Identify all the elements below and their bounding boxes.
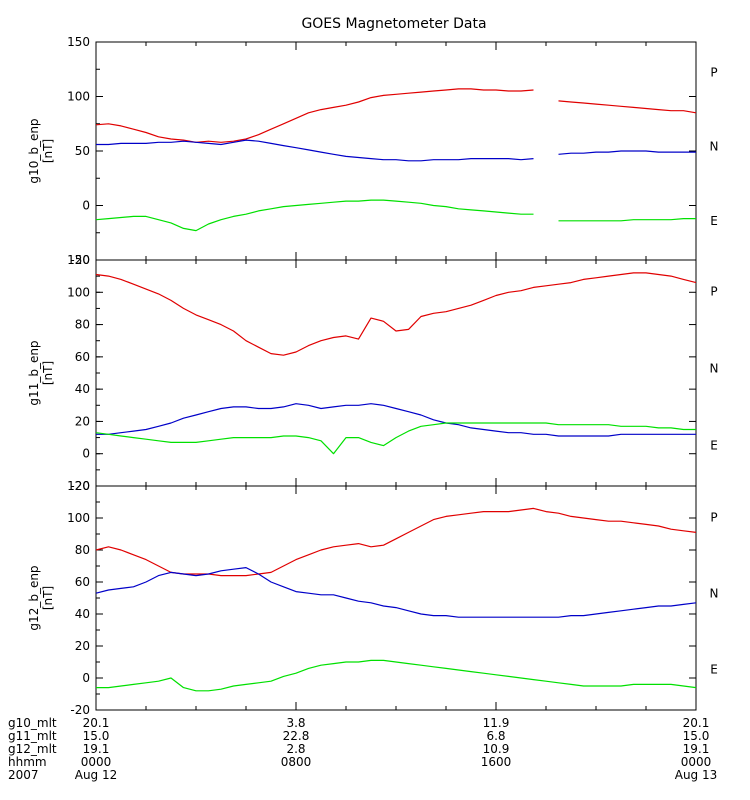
y-tick-label: 100 bbox=[67, 90, 90, 104]
y-tick-label: 0 bbox=[82, 671, 90, 685]
y-axis-unit: [nT] bbox=[41, 361, 55, 385]
legend-label-N: N bbox=[710, 140, 719, 154]
x-tick-label: 11.9 bbox=[483, 716, 510, 730]
panel-2: -20 0 20 40 60 80 100 120 g11_b_enp [nT] P N E bbox=[27, 253, 718, 493]
x-tick-label: 2.8 bbox=[286, 742, 305, 756]
y-tick-label: 100 bbox=[67, 285, 90, 299]
x-tick-label: 19.1 bbox=[83, 742, 110, 756]
y-axis-unit: [nT] bbox=[41, 586, 55, 610]
x-tick-label: 20.1 bbox=[683, 716, 710, 730]
panel-3: -20 0 20 40 60 80 100 120 g12_b_enp [nT] P N E bbox=[27, 479, 718, 717]
annotation-row-label: g12_mlt bbox=[8, 742, 57, 756]
series-line-N bbox=[96, 139, 696, 162]
y-tick-label: 150 bbox=[67, 35, 90, 49]
x-tick-label: Aug 12 bbox=[75, 768, 118, 782]
series-line-E bbox=[96, 659, 697, 692]
y-tick-label: 40 bbox=[75, 382, 90, 396]
series-line-P bbox=[95, 88, 697, 143]
x-tick-label: 0000 bbox=[681, 755, 712, 769]
y-tick-label: 40 bbox=[75, 607, 90, 621]
annotation-row-label: g11_mlt bbox=[8, 729, 57, 743]
x-tick-label: 1600 bbox=[481, 755, 512, 769]
annotation-row-label: 2007 bbox=[8, 768, 39, 782]
y-tick-label: 120 bbox=[67, 253, 90, 267]
plot-frame bbox=[95, 485, 697, 711]
legend-label-P: P bbox=[710, 66, 717, 80]
series-line-E bbox=[95, 199, 696, 232]
legend-label-N: N bbox=[710, 361, 719, 375]
legend-label-N: N bbox=[710, 587, 719, 601]
plot-frame bbox=[95, 41, 697, 261]
y-tick-label: -50 bbox=[70, 253, 90, 267]
y-tick-label: -20 bbox=[70, 703, 90, 717]
chart-title: GOES Magnetometer Data bbox=[301, 16, 486, 32]
x-tick-label: 19.1 bbox=[683, 742, 710, 756]
x-tick-label: 3.8 bbox=[286, 716, 305, 730]
y-tick-label: 80 bbox=[75, 318, 90, 332]
x-tick-label: 6.8 bbox=[486, 729, 505, 743]
x-tick-label: 15.0 bbox=[683, 729, 710, 743]
x-tick-label: Aug 13 bbox=[675, 768, 718, 782]
series-line-P bbox=[95, 507, 697, 577]
plot-frame bbox=[95, 259, 697, 487]
y-tick-label: 0 bbox=[82, 447, 90, 461]
y-axis-label: g11_b_enp bbox=[27, 340, 41, 405]
x-tick-label: 22.8 bbox=[283, 729, 310, 743]
legend-label-E: E bbox=[710, 438, 718, 452]
series-line-P bbox=[95, 272, 697, 356]
x-tick-label: 0000 bbox=[81, 755, 112, 769]
y-tick-label: 0 bbox=[82, 199, 90, 213]
x-axis-annotation: g10_mlt 20.1 3.8 11.9 20.1 g11_mlt 15.0 22.8 6.8… bbox=[8, 716, 717, 782]
panel-1: -50 0 50 100 150 g10_b_enp [nT] P N E bbox=[27, 35, 718, 267]
series-line-N bbox=[95, 567, 697, 618]
x-tick-label: 20.1 bbox=[83, 716, 110, 730]
series-line-N bbox=[96, 403, 696, 437]
annotation-row-label: hhmm bbox=[8, 755, 47, 769]
y-tick-label: 100 bbox=[67, 511, 90, 525]
y-axis-label: g10_b_enp bbox=[27, 118, 41, 183]
y-axis-unit: [nT] bbox=[41, 139, 55, 163]
y-axis-label: g12_b_enp bbox=[27, 565, 41, 630]
x-tick-label: 15.0 bbox=[83, 729, 110, 743]
y-tick-label: 120 bbox=[67, 479, 90, 493]
legend-label-E: E bbox=[710, 214, 718, 228]
y-tick-label: 50 bbox=[75, 144, 90, 158]
y-tick-label: 80 bbox=[75, 543, 90, 557]
legend-label-E: E bbox=[710, 663, 718, 677]
y-tick-label: 20 bbox=[75, 639, 90, 653]
x-tick-label: 10.9 bbox=[483, 742, 510, 756]
x-tick-label: 0800 bbox=[281, 755, 312, 769]
y-tick-label: 60 bbox=[75, 350, 90, 364]
annotation-row-label: g10_mlt bbox=[8, 716, 57, 730]
series-line-E bbox=[95, 422, 696, 455]
y-tick-label: 20 bbox=[75, 414, 90, 428]
legend-label-P: P bbox=[710, 510, 717, 524]
y-tick-label: 60 bbox=[75, 575, 90, 589]
y-tick-label: -20 bbox=[70, 479, 90, 493]
legend-label-P: P bbox=[710, 285, 717, 299]
